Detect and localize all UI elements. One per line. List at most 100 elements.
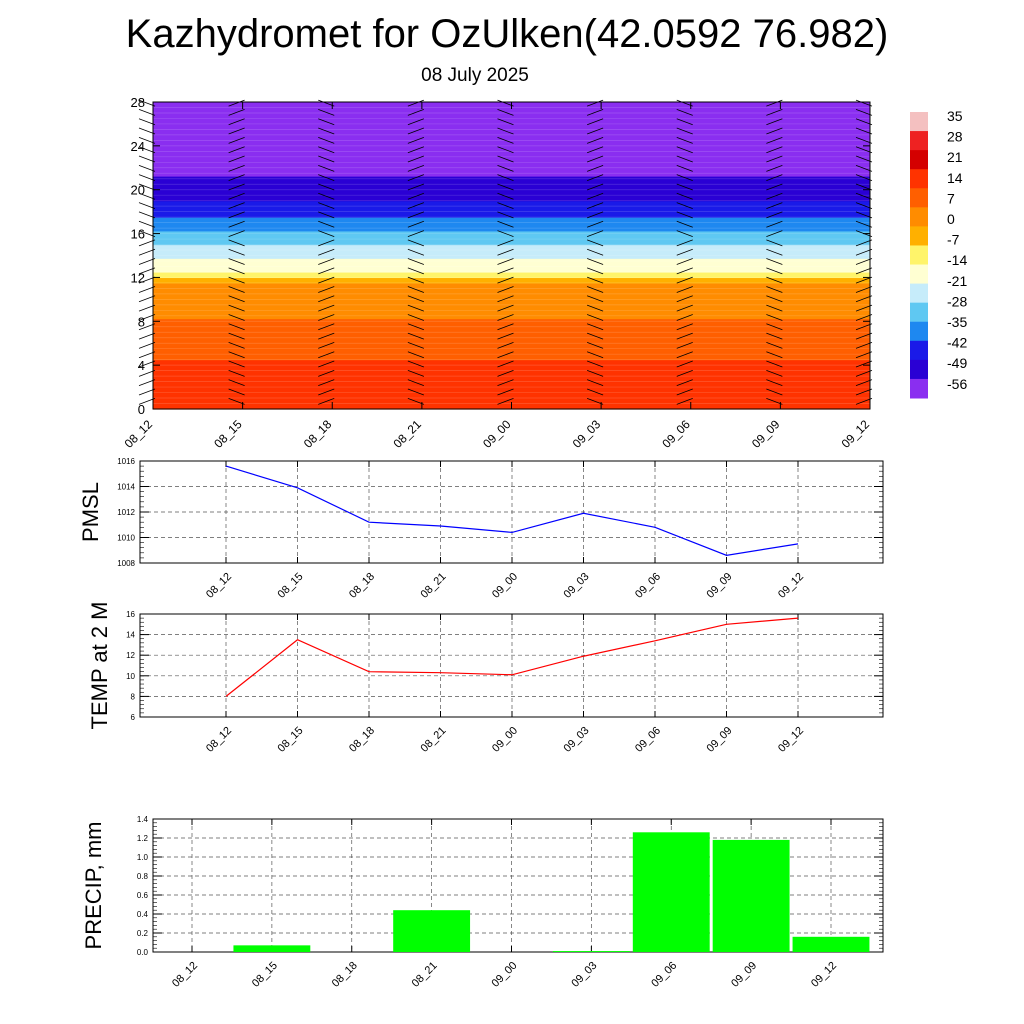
wind-barb <box>318 323 335 331</box>
heatmap-band <box>153 277 870 281</box>
y-tick-label: 0.2 <box>137 929 149 938</box>
wind-barb <box>228 239 245 247</box>
wind-barb <box>228 351 245 359</box>
wind-barb <box>855 109 873 116</box>
wind-barb <box>318 164 335 172</box>
wind-barb <box>228 295 245 303</box>
wind-barb <box>586 267 604 275</box>
wind-barb <box>586 276 604 284</box>
wind-barb <box>497 323 514 331</box>
colorbar-segment <box>910 264 928 285</box>
wind-barb <box>676 137 693 144</box>
wind-barb <box>766 276 783 284</box>
wind-barb <box>228 304 245 312</box>
wind-barb <box>497 397 514 405</box>
wind-barb <box>855 295 873 303</box>
heatmap-band <box>153 271 870 276</box>
heatmap-band <box>153 107 870 111</box>
y-tick-label: 1016 <box>117 457 135 466</box>
wind-barb <box>318 118 335 126</box>
heatmap-band <box>153 165 870 169</box>
wind-barb <box>766 109 783 116</box>
wind-barb <box>318 192 335 200</box>
colorbar-label: 28 <box>947 129 963 145</box>
wind-barb <box>138 109 156 116</box>
y-tick-label: 20 <box>131 183 145 198</box>
x-tick-label: 08_18 <box>301 417 335 451</box>
heatmap-band <box>153 189 870 194</box>
y-tick-label: 16 <box>126 610 135 619</box>
wind-barb <box>318 127 335 135</box>
wind-barb <box>497 174 514 182</box>
y-tick-label: 0.4 <box>137 910 149 919</box>
wind-barb <box>586 230 604 237</box>
heatmap-band <box>153 354 870 358</box>
heatmap-band <box>153 370 870 374</box>
heatmap-band <box>153 296 870 300</box>
heatmap-band <box>153 392 870 396</box>
wind-barb <box>138 276 156 284</box>
wind-barb <box>855 258 873 265</box>
wind-barb <box>855 369 873 377</box>
wind-barb <box>318 211 335 219</box>
heatmap-band <box>153 302 870 306</box>
wind-barb <box>855 174 873 182</box>
wind-barb <box>228 155 245 163</box>
heatmap-band <box>153 129 870 133</box>
wind-barb <box>138 127 156 135</box>
wind-barb <box>407 192 425 200</box>
heatmap-band <box>153 241 870 246</box>
wind-barb <box>676 118 693 126</box>
wind-barb <box>318 351 335 359</box>
wind-barb <box>228 397 245 405</box>
wind-barb <box>855 192 873 200</box>
y-tick-label: 0.6 <box>137 891 149 900</box>
x-tick-label: 08_15 <box>250 960 280 990</box>
heatmap-band <box>153 195 870 199</box>
heatmap-band <box>153 247 870 251</box>
heatmap-band <box>153 143 870 147</box>
heatmap-band <box>153 214 870 218</box>
wind-barb <box>138 397 156 405</box>
heatmap-band <box>153 252 870 257</box>
heatmap-band <box>153 381 870 385</box>
colorbar-segment <box>910 188 928 208</box>
heatmap-band <box>153 230 870 235</box>
wind-barb <box>855 202 873 209</box>
wind-barb <box>318 258 335 265</box>
wind-barb <box>138 314 156 321</box>
wind-barb <box>497 304 514 312</box>
colorbar-segment <box>910 302 928 323</box>
wind-barb <box>228 164 245 172</box>
wind-barb <box>138 211 156 219</box>
colorbar-segment <box>910 226 928 246</box>
wind-barb <box>497 220 514 228</box>
x-tick-label: 09_03 <box>562 725 592 755</box>
x-tick-label: 09_12 <box>809 960 839 990</box>
wind-barb <box>676 369 693 377</box>
wind-barb <box>318 99 335 107</box>
wind-barb <box>228 342 245 349</box>
wind-barb <box>228 118 245 126</box>
wind-barb <box>228 202 245 209</box>
wind-barb <box>138 388 156 396</box>
wind-barb <box>497 276 514 284</box>
wind-barb <box>407 109 425 116</box>
wind-barb <box>766 314 783 321</box>
wind-barb <box>138 239 156 247</box>
wind-barb <box>407 137 425 144</box>
wind-barb <box>318 230 335 237</box>
wind-barb <box>497 258 514 265</box>
wind-barb <box>676 109 693 116</box>
heatmap-band <box>153 211 870 215</box>
wind-barb <box>766 155 783 163</box>
heatmap-band <box>153 244 870 248</box>
heatmap-band <box>153 192 870 196</box>
colorbar-segment <box>910 359 928 380</box>
wind-barb <box>676 332 693 340</box>
wind-barb <box>586 164 604 172</box>
wind-barb <box>855 332 873 340</box>
wind-barb <box>676 276 693 284</box>
heatmap-band <box>153 148 870 152</box>
wind-barb <box>855 314 873 321</box>
